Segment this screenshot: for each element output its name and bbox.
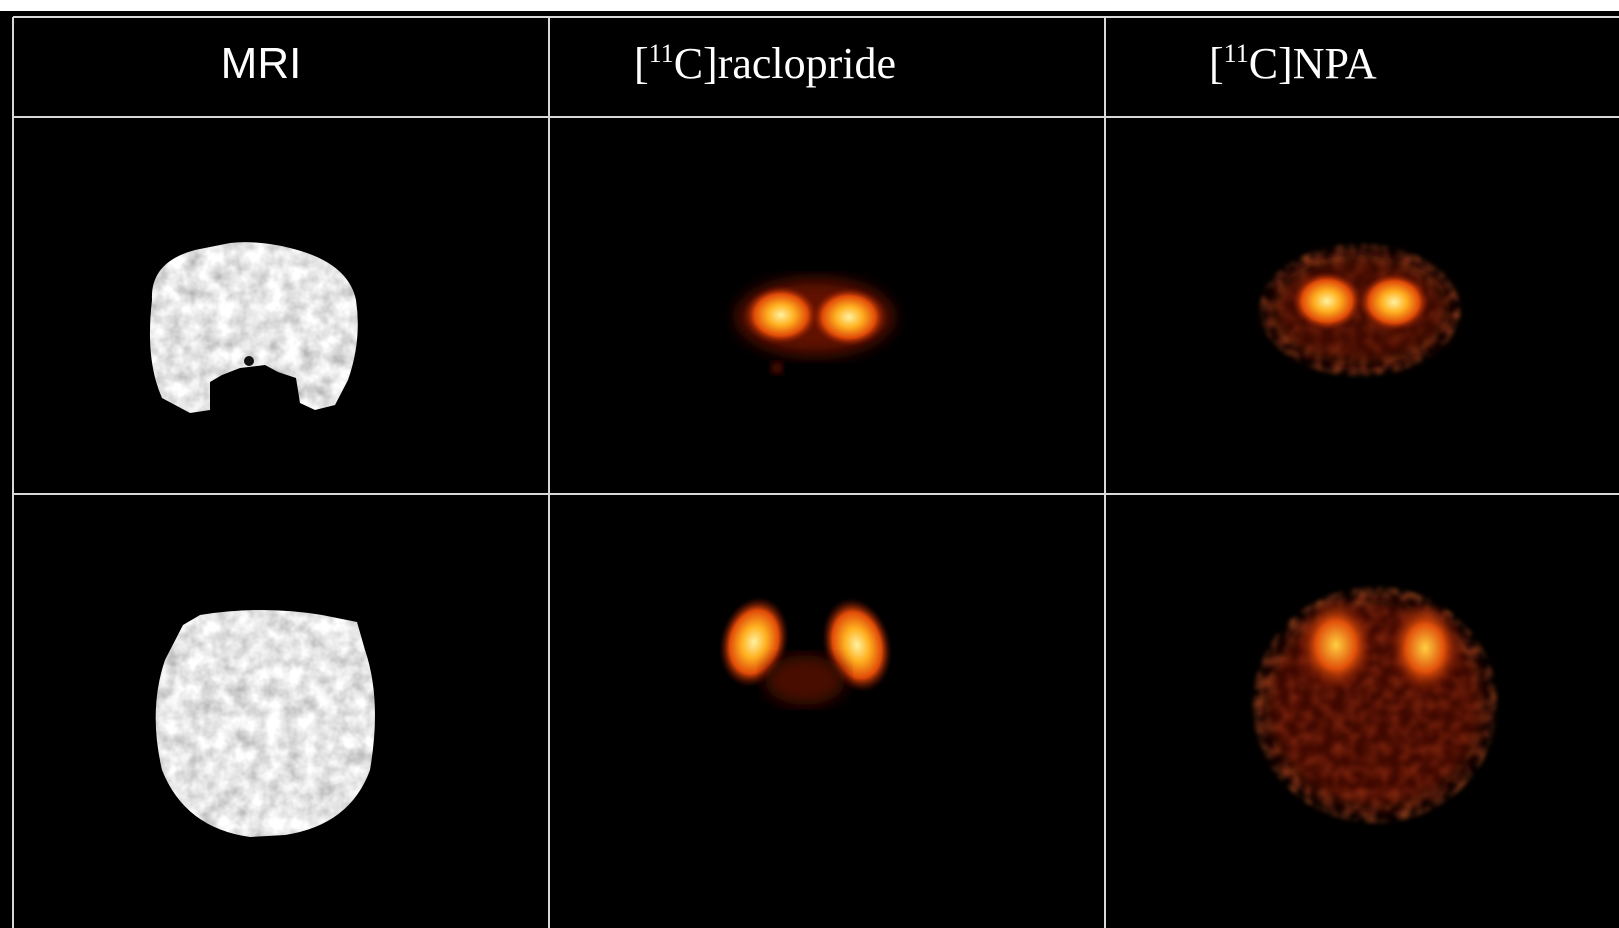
mri-axial bbox=[155, 610, 375, 837]
mri-feature bbox=[244, 356, 254, 366]
header-superscript: 11 bbox=[649, 39, 674, 68]
grid bbox=[12, 16, 1619, 928]
header-part: C]NPA bbox=[1249, 39, 1377, 88]
pet-npa-coronal bbox=[1260, 244, 1460, 376]
pet-raclopride-axial bbox=[719, 596, 893, 705]
column-header: [11C]NPA bbox=[1209, 39, 1377, 88]
mri-coronal bbox=[149, 242, 358, 413]
header-part: C]raclopride bbox=[674, 39, 896, 88]
column-header: MRI bbox=[221, 39, 302, 88]
pet-npa-axial bbox=[1253, 587, 1497, 823]
column-header: [11C]raclopride bbox=[634, 39, 896, 88]
header-superscript: 11 bbox=[1224, 39, 1249, 68]
pet-raclopride-coronal bbox=[737, 279, 893, 374]
header-part: [ bbox=[1209, 39, 1224, 88]
header-part: [ bbox=[634, 39, 649, 88]
